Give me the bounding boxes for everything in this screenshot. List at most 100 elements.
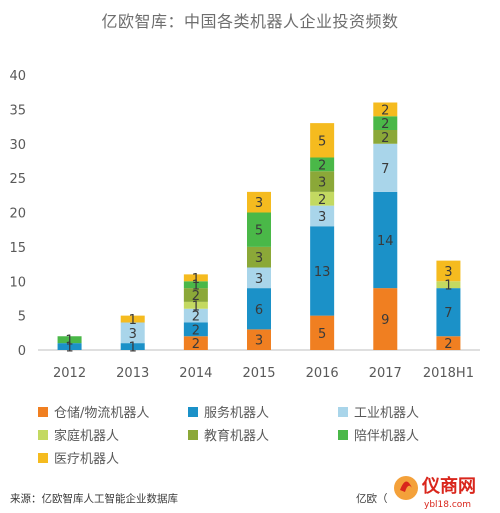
bar-segment bbox=[436, 336, 461, 350]
bar-segment bbox=[183, 301, 208, 309]
data-label: 1 bbox=[192, 299, 200, 314]
bar-segment bbox=[247, 288, 271, 330]
watermark-text: 仪商网 bbox=[421, 475, 476, 497]
y-tick-label: 20 bbox=[9, 207, 26, 222]
legend-label: 仓储/物流机器人 bbox=[54, 406, 150, 421]
bar-segment bbox=[247, 267, 271, 289]
bar-segment bbox=[183, 274, 208, 282]
x-tick-label: 2012 bbox=[53, 366, 86, 381]
bar-segment bbox=[120, 322, 145, 344]
bar-segment bbox=[247, 212, 271, 247]
bars bbox=[57, 102, 461, 350]
bar-segment bbox=[373, 130, 398, 144]
legend-item: 工业机器人 bbox=[338, 403, 488, 421]
footer-source: 来源：亿欧智库人工智能企业数据库 bbox=[10, 493, 178, 505]
data-label: 2 bbox=[318, 158, 326, 173]
legend-item: 医疗机器人 bbox=[38, 449, 188, 467]
bar-segment bbox=[247, 246, 271, 268]
y-tick-label: 5 bbox=[18, 310, 26, 325]
legend-label: 教育机器人 bbox=[204, 429, 270, 444]
data-label: 1 bbox=[129, 341, 137, 356]
bar-segment bbox=[310, 157, 335, 172]
legend-item: 服务机器人 bbox=[188, 403, 338, 421]
data-label: 2 bbox=[192, 310, 200, 325]
bar-segment bbox=[436, 260, 461, 282]
legend-item: 陪伴机器人 bbox=[338, 426, 488, 444]
x-tick-label: 2013 bbox=[116, 366, 149, 381]
y-tick-label: 15 bbox=[9, 241, 26, 256]
watermark-url: ybl18.com bbox=[424, 500, 471, 510]
data-label: 7 bbox=[444, 306, 452, 321]
bar-segment bbox=[120, 315, 145, 323]
x-tick-label: 2014 bbox=[179, 366, 212, 381]
bar-segment bbox=[57, 343, 82, 350]
y-tick-label: 0 bbox=[18, 344, 26, 359]
legend-swatch bbox=[38, 406, 48, 417]
bar-segment bbox=[310, 171, 335, 192]
legend-swatch bbox=[338, 406, 348, 417]
data-label: 2 bbox=[192, 289, 200, 304]
bar-segment bbox=[310, 205, 335, 227]
bar-segment bbox=[436, 281, 461, 289]
legend-swatch bbox=[338, 429, 348, 440]
data-label: 2 bbox=[381, 117, 389, 132]
data-label: 2 bbox=[444, 337, 452, 352]
data-label: 2 bbox=[381, 103, 389, 118]
y-tick-label: 30 bbox=[9, 138, 26, 153]
chart-title: 亿欧智库：中国各类机器人企业投资频数 bbox=[101, 12, 399, 31]
y-tick-label: 40 bbox=[9, 69, 26, 84]
data-label: 1 bbox=[192, 272, 200, 287]
bar-segment bbox=[310, 315, 335, 350]
bar-segment bbox=[247, 329, 271, 350]
data-label: 3 bbox=[255, 251, 263, 266]
data-label: 2 bbox=[381, 131, 389, 146]
bar-segment bbox=[436, 288, 461, 337]
x-tick-label: 2016 bbox=[306, 366, 339, 381]
y-tick-label: 10 bbox=[9, 275, 26, 290]
data-label: 2 bbox=[192, 337, 200, 352]
watermark-logo: 仪商网 ybl18.com bbox=[394, 475, 476, 510]
legend-item: 家庭机器人 bbox=[38, 426, 188, 444]
data-label: 14 bbox=[377, 234, 394, 249]
data-label: 1 bbox=[65, 341, 73, 356]
bar-segment bbox=[183, 322, 208, 337]
bar-segment bbox=[183, 308, 208, 323]
bar-segment bbox=[373, 102, 398, 117]
legend-label: 工业机器人 bbox=[354, 406, 420, 421]
footer-brand: 亿欧（ bbox=[356, 493, 388, 505]
legend: 仓储/物流机器人 服务机器人 工业机器人家庭机器人 教育机器人 陪伴机器人医疗机器人 bbox=[38, 403, 488, 467]
x-tick-label: 2017 bbox=[369, 366, 402, 381]
legend-label: 家庭机器人 bbox=[54, 429, 120, 444]
legend-swatch bbox=[38, 452, 48, 463]
data-label: 1 bbox=[192, 279, 200, 294]
data-label: 3 bbox=[318, 176, 326, 191]
x-tick-label: 2015 bbox=[242, 366, 275, 381]
bar-segment bbox=[247, 191, 271, 213]
data-label: 6 bbox=[255, 303, 263, 318]
legend-swatch bbox=[188, 429, 198, 440]
bar-segment bbox=[183, 288, 208, 302]
bar-segment bbox=[310, 123, 335, 158]
data-label: 1 bbox=[65, 334, 73, 349]
legend-item: 仓储/物流机器人 bbox=[38, 403, 188, 421]
bar-segment bbox=[373, 143, 398, 192]
data-label: 9 bbox=[381, 313, 389, 328]
data-label: 1 bbox=[129, 313, 137, 328]
x-tick-label: 2018H1 bbox=[423, 366, 474, 381]
data-label: 3 bbox=[129, 327, 137, 342]
data-label: 2 bbox=[192, 323, 200, 338]
bar-segment bbox=[183, 336, 208, 350]
legend-label: 服务机器人 bbox=[204, 406, 270, 421]
data-label: 2 bbox=[318, 193, 326, 208]
bar-segment bbox=[373, 191, 398, 289]
legend-swatch bbox=[38, 429, 48, 440]
bar-segment bbox=[310, 226, 335, 316]
legend-swatch bbox=[188, 406, 198, 417]
y-tick-label: 25 bbox=[9, 172, 26, 187]
legend-item: 教育机器人 bbox=[188, 426, 338, 444]
y-tick-label: 35 bbox=[9, 103, 26, 118]
bar-segment bbox=[57, 336, 82, 344]
data-label: 7 bbox=[381, 162, 389, 177]
data-label: 5 bbox=[318, 327, 326, 342]
